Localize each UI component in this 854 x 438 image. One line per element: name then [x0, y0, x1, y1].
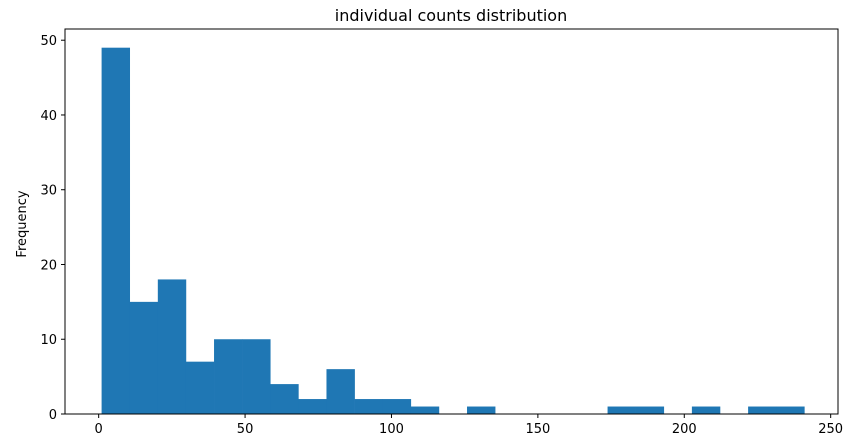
histogram-bar	[242, 339, 271, 414]
x-tick-label: 50	[237, 422, 254, 437]
histogram-bar	[270, 384, 299, 414]
plot-frame	[64, 28, 839, 415]
histogram-bar	[214, 339, 243, 414]
histogram-bar	[691, 406, 721, 414]
histogram-bar	[326, 369, 355, 414]
chart-title: individual counts distribution	[335, 6, 567, 25]
y-tick-label: 0	[49, 408, 57, 423]
x-tick-label: 200	[672, 422, 697, 437]
x-tick-label: 150	[525, 422, 550, 437]
histogram-bar	[101, 47, 131, 414]
x-tick-label: 100	[379, 422, 404, 437]
histogram-bar	[776, 406, 805, 414]
y-axis-title: Frequency	[15, 190, 30, 257]
y-tick-label: 20	[40, 258, 57, 273]
y-tick-label: 10	[40, 333, 57, 348]
x-tick-label: 0	[95, 422, 103, 437]
y-tick-label: 30	[40, 184, 57, 199]
histogram-bar	[157, 279, 187, 414]
y-tick-label: 40	[40, 109, 57, 124]
histogram-bar	[185, 361, 215, 414]
x-tick-label: 250	[818, 422, 843, 437]
histogram-bar	[607, 406, 636, 414]
histogram-bar	[635, 406, 665, 414]
histogram-bar	[298, 399, 327, 414]
histogram-bar	[467, 406, 496, 414]
histogram-bar	[410, 406, 440, 414]
histogram-bar	[129, 301, 159, 414]
histogram-bars	[101, 47, 805, 414]
y-tick-label: 50	[40, 34, 57, 49]
histogram-bar	[382, 399, 412, 414]
axes: 0 50 100 150 200 250 0 10 20 30 40 50	[40, 28, 843, 437]
histogram-bar	[748, 406, 777, 414]
histogram-bar	[354, 399, 383, 414]
